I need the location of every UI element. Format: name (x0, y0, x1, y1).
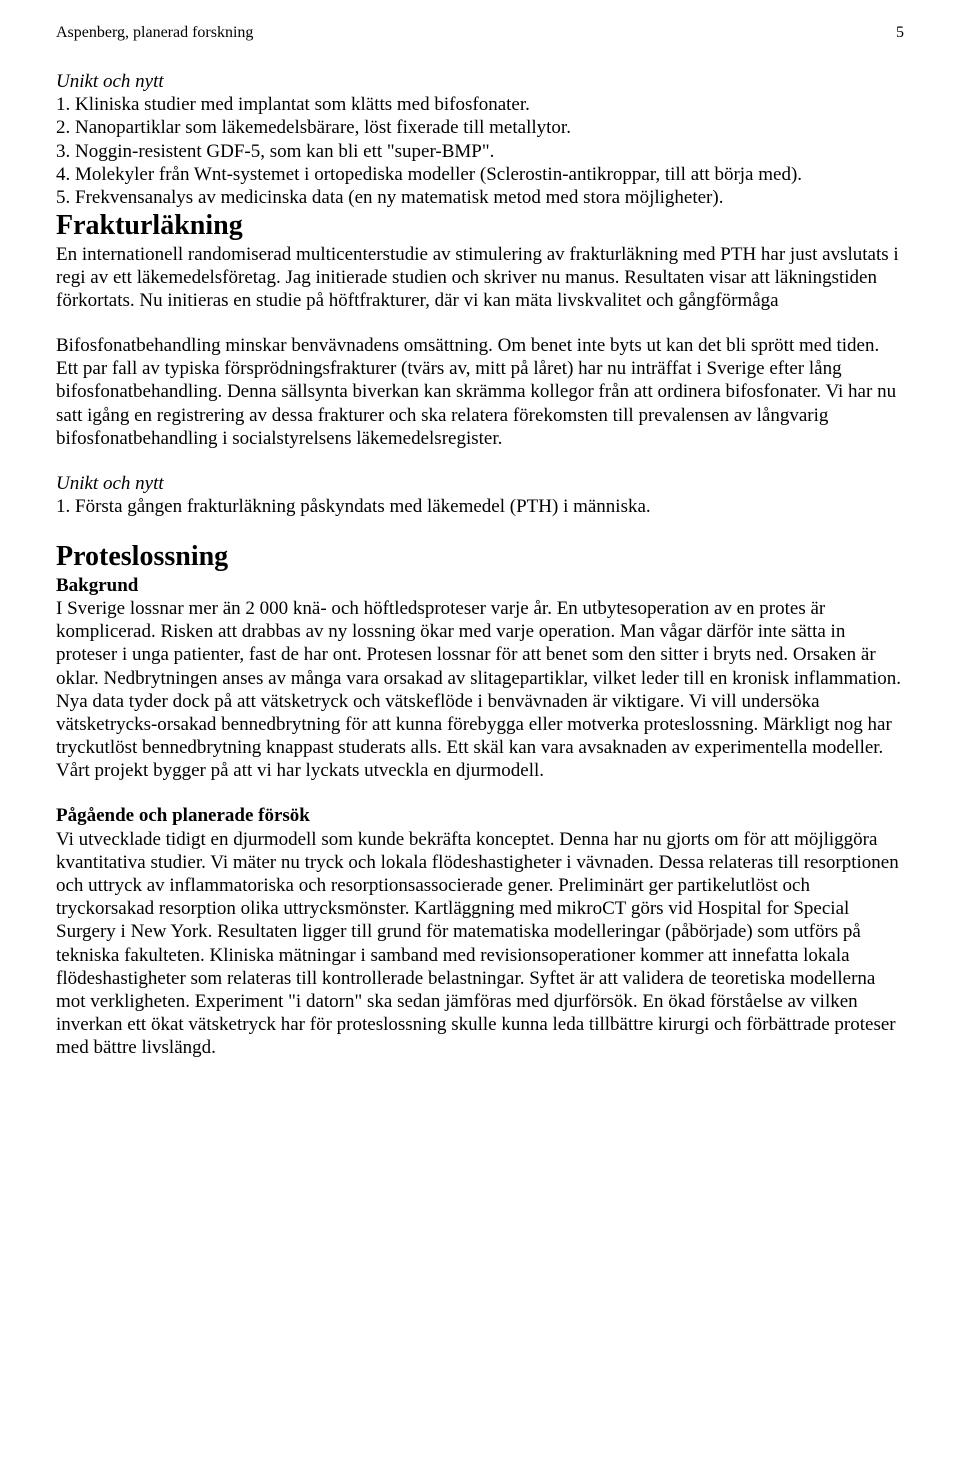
list-item: 4. Molekyler från Wnt-systemet i ortoped… (56, 163, 904, 186)
fraktur-para-1: En internationell randomiserad multicent… (56, 243, 904, 313)
pagaende-section: Pågående och planerade försök Vi utveckl… (56, 804, 904, 1059)
unikt-block-1: Unikt och nytt 1. Kliniska studier med i… (56, 70, 904, 450)
pagaende-text: Vi utvecklade tidigt en djurmodell som k… (56, 828, 904, 1060)
list-item: 5. Frekvensanalys av medicinska data (en… (56, 186, 904, 209)
page-header: Aspenberg, planerad forskning 5 (56, 24, 904, 42)
proteslossning-section: Proteslossning Bakgrund I Sverige lossna… (56, 540, 904, 782)
fraktur-heading: Frakturläkning (56, 209, 904, 243)
unikt-block-2: Unikt och nytt 1. Första gången frakturl… (56, 472, 904, 518)
pagaende-label: Pågående och planerade försök (56, 804, 904, 827)
header-left: Aspenberg, planerad forskning (56, 24, 253, 42)
list-item: 1. Kliniska studier med implantat som kl… (56, 93, 904, 116)
bakgrund-label: Bakgrund (56, 574, 904, 597)
header-page-number: 5 (896, 24, 904, 42)
list-item: 1. Första gången frakturläkning påskynda… (56, 495, 904, 518)
list-item: 2. Nanopartiklar som läkemedelsbärare, l… (56, 116, 904, 139)
list-item: 3. Noggin-resistent GDF-5, som kan bli e… (56, 140, 904, 163)
unikt-label-1: Unikt och nytt (56, 70, 904, 93)
unikt-label-2: Unikt och nytt (56, 472, 904, 495)
bakgrund-text: I Sverige lossnar mer än 2 000 knä- och … (56, 597, 904, 782)
proteslossning-heading: Proteslossning (56, 540, 904, 574)
fraktur-para-2: Bifosfonatbehandling minskar benvävnaden… (56, 334, 904, 450)
